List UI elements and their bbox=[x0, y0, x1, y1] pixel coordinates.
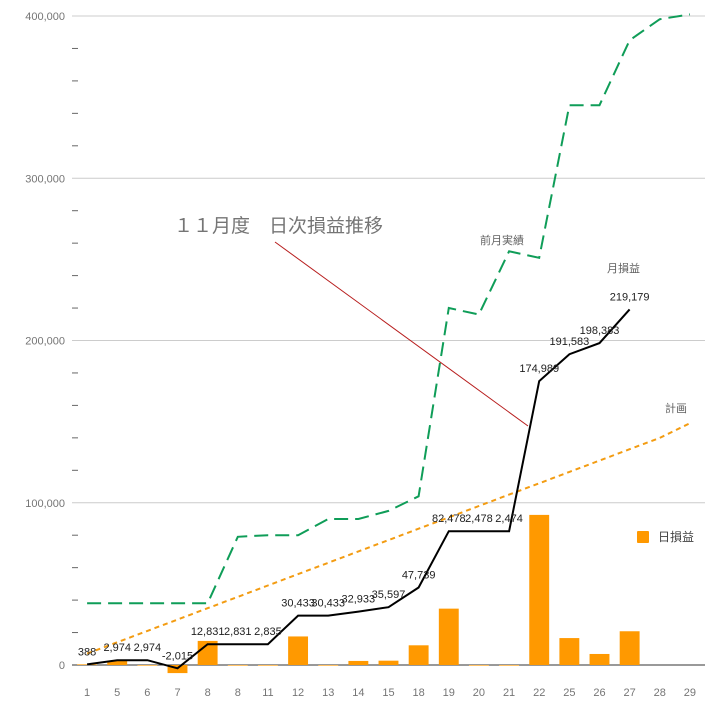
x-tick-label: 7 bbox=[174, 687, 180, 699]
annotation-line bbox=[274, 241, 529, 427]
bar bbox=[348, 660, 369, 665]
data-label: 2,478 bbox=[465, 513, 493, 525]
bar bbox=[378, 660, 399, 665]
data-label: 191,583 bbox=[549, 336, 589, 348]
x-tick-label: 28 bbox=[654, 687, 666, 699]
monthly-series-label: 月損益 bbox=[607, 261, 640, 275]
x-tick-label: 8 bbox=[205, 687, 211, 699]
x-tick-label: 21 bbox=[503, 687, 515, 699]
data-label: 198,383 bbox=[580, 325, 620, 337]
x-tick-label: 6 bbox=[144, 687, 150, 699]
x-tick-label: 22 bbox=[533, 687, 545, 699]
x-tick-label: 11 bbox=[262, 687, 273, 699]
data-label: 2,474 bbox=[495, 513, 523, 525]
x-tick-label: 19 bbox=[443, 687, 455, 699]
plan-series-label: 計画 bbox=[665, 401, 687, 415]
x-tick-label: 13 bbox=[322, 687, 334, 699]
annotation bbox=[274, 241, 529, 427]
legend: 日損益 bbox=[637, 529, 694, 544]
bar bbox=[589, 653, 610, 665]
x-tick-label: 27 bbox=[624, 687, 636, 699]
x-tick-label: 29 bbox=[684, 687, 696, 699]
x-tick-label: 25 bbox=[563, 687, 575, 699]
prev-month-line bbox=[87, 13, 691, 605]
y-axis-tick-labels: 0 100,000 200,000 300,000 400,000 bbox=[25, 11, 65, 672]
data-label: 47,739 bbox=[402, 570, 436, 582]
data-label: 388 bbox=[78, 646, 96, 658]
series-lines bbox=[86, 13, 691, 670]
bar bbox=[619, 631, 640, 665]
data-label: 2,974 bbox=[103, 642, 131, 654]
minor-ticks bbox=[72, 47, 78, 634]
x-tick-label: 18 bbox=[413, 687, 425, 699]
x-tick-label: 20 bbox=[473, 687, 485, 699]
bar bbox=[408, 645, 429, 665]
y-tick-label: 300,000 bbox=[25, 173, 65, 185]
bar bbox=[137, 665, 158, 666]
data-label: 82,478 bbox=[432, 513, 466, 525]
prev-month-series-label: 前月実績 bbox=[480, 233, 524, 247]
data-label: 32,933 bbox=[342, 594, 376, 606]
bar bbox=[318, 665, 339, 666]
gridlines bbox=[72, 15, 705, 666]
data-label: 2,974 bbox=[134, 642, 162, 654]
data-label: 30,433 bbox=[311, 598, 345, 610]
chart-title: １１月度 日次損益推移 bbox=[174, 215, 383, 237]
bar bbox=[77, 664, 98, 665]
y-tick-label: 200,000 bbox=[25, 336, 65, 348]
data-label: 2,835 bbox=[254, 626, 282, 638]
bar bbox=[499, 665, 520, 666]
data-label: 12,831 bbox=[191, 626, 225, 638]
bar bbox=[257, 665, 278, 666]
y-tick-label: 0 bbox=[59, 660, 65, 672]
bar bbox=[107, 660, 128, 665]
data-label: -2,015 bbox=[162, 650, 193, 662]
data-label: 30,433 bbox=[281, 598, 315, 610]
data-label: 2,831 bbox=[224, 626, 252, 638]
x-tick-label: 26 bbox=[593, 687, 605, 699]
x-tick-label: 1 bbox=[84, 687, 90, 699]
x-tick-label: 8 bbox=[235, 687, 241, 699]
legend-label-daily: 日損益 bbox=[658, 529, 694, 544]
x-axis-tick-labels: 1 5 6 7 8 8 11 12 13 14 15 18 19 20 21 22 25 26 27 28 29 bbox=[84, 687, 696, 699]
data-label: 35,597 bbox=[372, 589, 406, 601]
bar bbox=[559, 638, 580, 665]
y-tick-label: 400,000 bbox=[25, 11, 65, 23]
data-label: 174,989 bbox=[519, 363, 559, 375]
plan-line bbox=[86, 422, 691, 655]
bar bbox=[227, 665, 248, 666]
data-label: 219,179 bbox=[610, 291, 650, 303]
x-tick-label: 14 bbox=[352, 687, 364, 699]
bar bbox=[468, 665, 489, 666]
monthly-line bbox=[86, 308, 631, 670]
x-tick-label: 15 bbox=[382, 687, 394, 699]
x-tick-label: 5 bbox=[114, 687, 120, 699]
y-tick-label: 100,000 bbox=[25, 498, 65, 510]
x-tick-label: 12 bbox=[292, 687, 304, 699]
bar bbox=[288, 636, 309, 665]
bar bbox=[529, 514, 550, 665]
legend-swatch-daily bbox=[637, 531, 649, 543]
bar bbox=[438, 608, 459, 665]
